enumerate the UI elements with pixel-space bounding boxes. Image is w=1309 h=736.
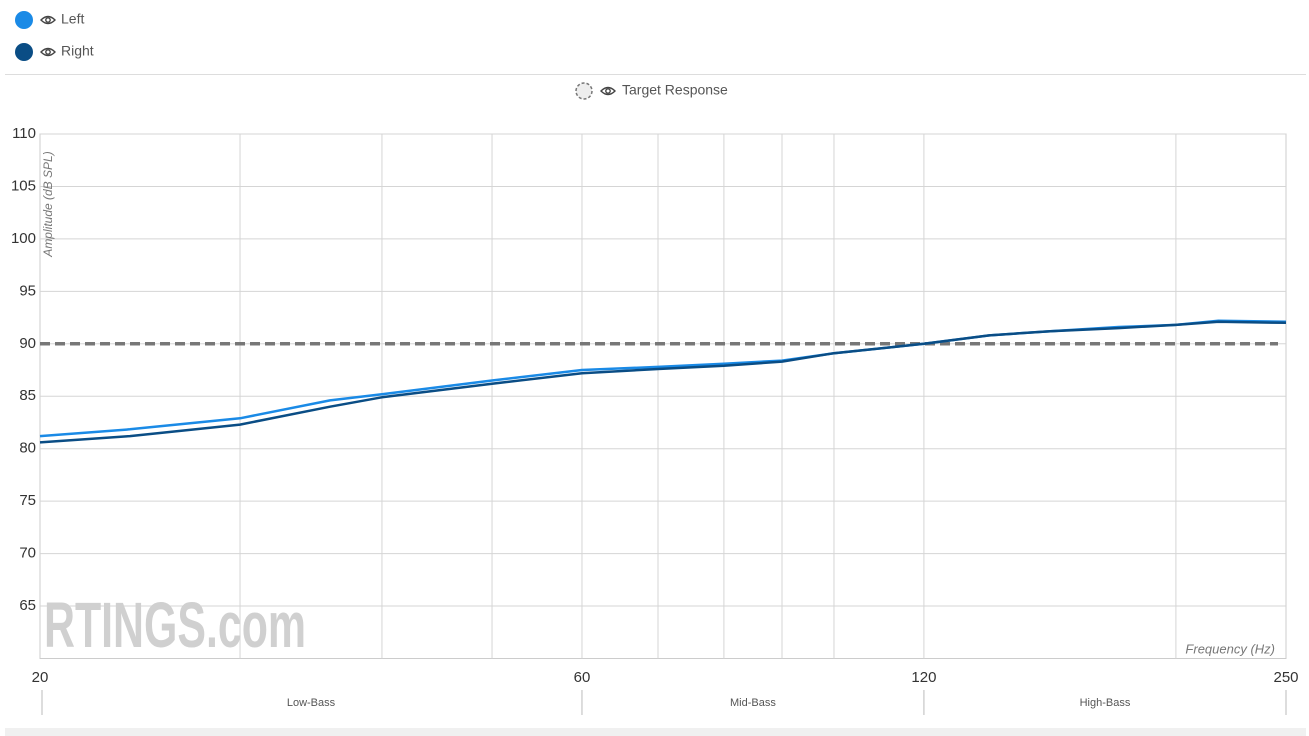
series-line: [39, 319, 1287, 438]
y-tick-label: 90: [19, 335, 36, 352]
legend-swatch[interactable]: [575, 82, 593, 100]
y-tick-label: 75: [19, 492, 36, 509]
y-tick-label: 110: [12, 125, 36, 142]
region-label: Low-Bass: [287, 697, 336, 709]
eye-pupil: [605, 88, 611, 94]
legend-swatch[interactable]: [15, 11, 33, 29]
legend-label[interactable]: Left: [61, 11, 84, 27]
y-axis-label: Amplitude (dB SPL): [41, 151, 55, 257]
eye-pupil: [45, 49, 51, 55]
eye-pupil: [45, 17, 51, 23]
y-tick-label: 100: [11, 230, 36, 247]
eye-icon: [600, 86, 616, 96]
y-tick-label: 65: [19, 597, 36, 614]
y-tick-label: 85: [19, 387, 36, 404]
y-tick-label: 80: [19, 440, 36, 457]
x-tick-label: 250: [1273, 669, 1298, 686]
eye-icon: [40, 47, 56, 57]
legend-swatch[interactable]: [15, 43, 33, 61]
y-tick-label: 70: [19, 545, 36, 562]
region-label: Mid-Bass: [730, 697, 776, 709]
x-tick-label: 60: [574, 669, 591, 686]
eye-icon: [40, 15, 56, 25]
legend-label[interactable]: Right: [61, 43, 94, 59]
y-tick-label: 105: [11, 177, 36, 194]
x-axis-label: Frequency (Hz): [1185, 641, 1275, 656]
x-tick-label: 20: [32, 669, 49, 686]
footer-bar: [5, 728, 1306, 736]
legend-label[interactable]: Target Response: [622, 82, 728, 98]
region-label: High-Bass: [1080, 697, 1131, 709]
watermark: RTINGS.com: [44, 589, 306, 661]
series-line: [39, 320, 1287, 444]
y-tick-label: 95: [19, 282, 36, 299]
x-tick-label: 120: [911, 669, 936, 686]
